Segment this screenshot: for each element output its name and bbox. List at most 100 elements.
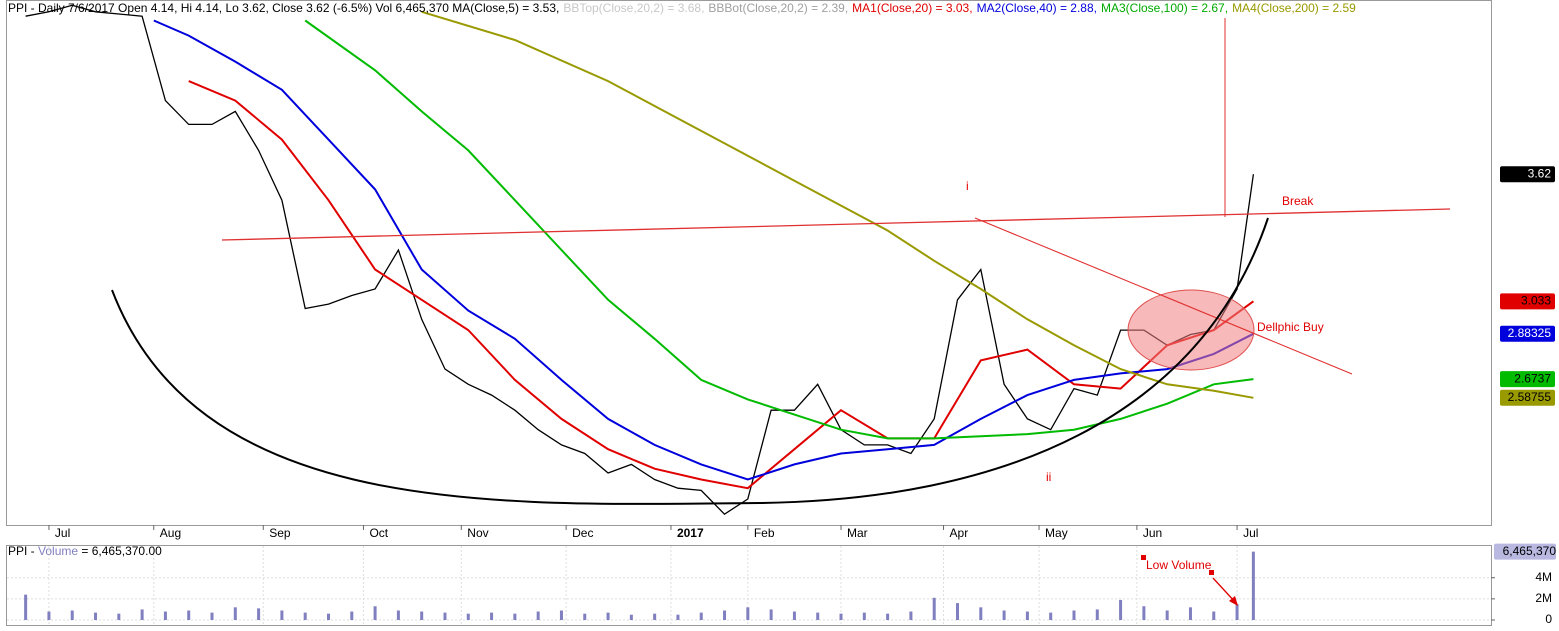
volume-bar xyxy=(839,613,843,620)
volume-bar xyxy=(443,612,447,620)
last-value-label: 2.88325 xyxy=(1508,326,1552,340)
volume-bar xyxy=(629,614,633,620)
volume-bar xyxy=(559,610,563,620)
y-tick-label: 4M xyxy=(1535,570,1552,584)
volume-bar xyxy=(1142,606,1146,620)
x-tick-label: Dec xyxy=(572,526,593,540)
annotation: Break xyxy=(1282,194,1314,208)
volume-bar xyxy=(956,603,960,620)
volume-bar xyxy=(1212,611,1216,620)
y-tick-label: 2M xyxy=(1535,591,1552,605)
title-part: MA4(Close,200) = 2.59 xyxy=(1232,1,1356,15)
title-part: Volume xyxy=(38,544,78,558)
volume-bar xyxy=(24,594,28,620)
volume-bar xyxy=(466,613,470,620)
cup-arc xyxy=(111,217,1269,505)
last-value-box xyxy=(1500,293,1555,310)
volume-bar xyxy=(1251,551,1255,620)
volume-bar xyxy=(163,611,167,620)
x-tick-label: Nov xyxy=(467,526,488,540)
volume-bar xyxy=(1165,610,1169,620)
volume-bar xyxy=(210,612,214,620)
volume-bar xyxy=(886,613,890,620)
x-tick-label: Apr xyxy=(950,526,969,540)
volume-bar xyxy=(303,612,307,620)
last-value-label: 2.6737 xyxy=(1514,371,1551,385)
last-value-label: 3.62 xyxy=(1528,166,1552,180)
last-value-label: 2.58755 xyxy=(1508,390,1552,404)
chart-title: PPI - Daily 7/6/2017 Open 4.14, Hi 4.14,… xyxy=(8,1,1356,15)
x-tick-label: Mar xyxy=(847,526,868,540)
x-tick-label: 2017 xyxy=(677,526,704,540)
buy-zone xyxy=(1127,289,1255,371)
volume-bar xyxy=(1188,607,1192,620)
series-line xyxy=(304,19,1254,440)
x-tick-label: Oct xyxy=(369,526,388,540)
volume-marker xyxy=(1141,555,1146,560)
x-tick-label: Aug xyxy=(160,526,181,540)
volume-bar xyxy=(1025,611,1029,620)
volume-bar xyxy=(326,613,330,620)
volume-bar xyxy=(257,608,261,620)
volume-bar xyxy=(373,606,377,620)
x-tick-label: Sep xyxy=(269,526,291,540)
price-panel xyxy=(6,0,1492,526)
series-line xyxy=(188,80,1254,490)
break-line xyxy=(221,208,1451,241)
last-value-label: 6,465,370 xyxy=(1503,544,1557,558)
last-value-box xyxy=(1494,543,1556,560)
title-part: MA3(Close,100) = 2.67, xyxy=(1101,1,1228,15)
volume-bar xyxy=(653,613,657,620)
title-part: = 6,465,370.00 xyxy=(78,544,162,558)
last-value-label: 3.033 xyxy=(1521,293,1551,307)
volume-bar xyxy=(396,610,400,620)
volume-bar xyxy=(1235,604,1239,620)
annotation: ii xyxy=(1046,470,1051,484)
volume-bar xyxy=(769,609,773,620)
volume-bar xyxy=(513,613,517,620)
volume-bar xyxy=(583,613,587,620)
title-part: BBBot(Close,20,2) = 2.39, xyxy=(708,1,848,15)
volume-bar xyxy=(676,614,680,620)
annotation: Dellphic Buy xyxy=(1257,320,1324,334)
volume-bar xyxy=(70,610,74,620)
volume-bar xyxy=(420,611,424,620)
volume-panel xyxy=(6,545,1492,626)
y-tick-label: 0 xyxy=(1545,612,1552,626)
title-part: PPI - xyxy=(8,544,38,558)
volume-bar xyxy=(792,611,796,620)
volume-bar xyxy=(117,613,121,620)
volume-bar xyxy=(699,612,703,620)
volume-bar xyxy=(909,611,913,620)
trend-line xyxy=(974,217,1353,375)
x-tick-label: Jun xyxy=(1143,526,1162,540)
volume-bar xyxy=(932,597,936,620)
series-line xyxy=(25,4,1255,516)
volume-bar xyxy=(1002,610,1006,620)
volume-bar xyxy=(1072,610,1076,620)
volume-bar xyxy=(140,609,144,620)
arrow-head xyxy=(1229,596,1238,606)
volume-bar xyxy=(280,610,284,620)
volume-bar xyxy=(490,612,494,620)
x-tick-label: May xyxy=(1045,526,1068,540)
volume-bar xyxy=(47,611,51,620)
volume-bar xyxy=(1049,612,1053,620)
volume-bar xyxy=(233,607,237,620)
series-line xyxy=(153,19,1254,481)
last-value-box xyxy=(1500,371,1555,388)
volume-bar xyxy=(816,612,820,620)
volume-bar xyxy=(350,611,354,620)
volume-bar xyxy=(1095,609,1099,620)
last-value-box xyxy=(1500,389,1555,406)
volume-title: PPI - Volume = 6,465,370.00 xyxy=(8,544,162,558)
volume-bar xyxy=(536,611,540,620)
volume-bar xyxy=(746,607,750,620)
title-part: MA2(Close,40) = 2.88, xyxy=(977,1,1097,15)
volume-bar xyxy=(1119,599,1123,620)
volume-marker xyxy=(1209,570,1214,575)
volume-bar xyxy=(979,607,983,620)
title-part: BBTop(Close,20,2) = 3.68, xyxy=(563,1,704,15)
